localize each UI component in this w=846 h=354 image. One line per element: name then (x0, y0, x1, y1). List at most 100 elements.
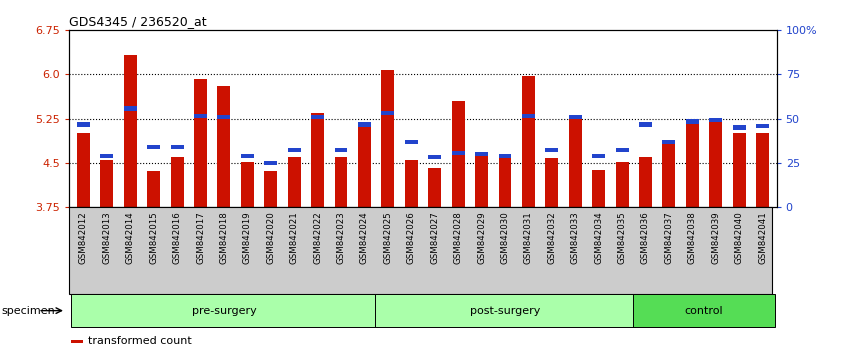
Text: specimen: specimen (2, 306, 55, 316)
Bar (616, 148, 629, 152)
Text: GSM842025: GSM842025 (383, 211, 393, 264)
Bar (264, 171, 277, 207)
Bar (264, 161, 277, 165)
Bar (569, 117, 582, 207)
Text: GSM842038: GSM842038 (688, 211, 697, 264)
Bar (194, 79, 207, 207)
Text: GSM842024: GSM842024 (360, 211, 369, 264)
Text: GSM842039: GSM842039 (711, 211, 720, 264)
Text: GSM842028: GSM842028 (453, 211, 463, 264)
Text: GSM842040: GSM842040 (734, 211, 744, 264)
Bar (633, 294, 776, 327)
Text: GSM842012: GSM842012 (79, 211, 88, 264)
Bar (452, 151, 464, 155)
Bar (616, 162, 629, 207)
Text: GSM842029: GSM842029 (477, 211, 486, 264)
Text: GSM842018: GSM842018 (219, 211, 228, 264)
Bar (77, 122, 90, 127)
Text: GSM842020: GSM842020 (266, 211, 275, 264)
Bar (709, 120, 722, 207)
Bar (241, 154, 254, 158)
Bar (592, 170, 605, 207)
Bar (405, 140, 418, 144)
Text: GSM842014: GSM842014 (126, 211, 135, 264)
Text: GSM842015: GSM842015 (149, 211, 158, 264)
Text: GSM842036: GSM842036 (641, 211, 650, 264)
Text: GSM842013: GSM842013 (102, 211, 112, 264)
Text: GSM842019: GSM842019 (243, 211, 252, 264)
Bar (522, 114, 535, 118)
Bar (709, 118, 722, 122)
Bar (375, 294, 635, 327)
Bar (686, 121, 699, 207)
Text: GSM842041: GSM842041 (758, 211, 767, 264)
Text: GDS4345 / 236520_at: GDS4345 / 236520_at (69, 15, 207, 28)
Bar (756, 133, 769, 207)
Bar (428, 167, 441, 207)
Bar (311, 113, 324, 207)
Bar (288, 148, 300, 152)
Bar (733, 125, 745, 130)
Bar (101, 154, 113, 158)
Bar (147, 145, 160, 149)
Bar (639, 157, 652, 207)
Bar (733, 133, 745, 207)
Text: GSM842032: GSM842032 (547, 211, 557, 264)
Bar (498, 154, 511, 158)
Text: GSM842030: GSM842030 (501, 211, 509, 264)
Text: GSM842027: GSM842027 (431, 211, 439, 264)
Bar (171, 157, 184, 207)
Bar (592, 154, 605, 158)
Bar (334, 157, 348, 207)
Bar (77, 133, 90, 207)
Text: GSM842037: GSM842037 (664, 211, 673, 264)
Text: pre-surgery: pre-surgery (191, 306, 256, 316)
Bar (686, 120, 699, 124)
Text: GSM842021: GSM842021 (289, 211, 299, 264)
Bar (124, 107, 137, 110)
Bar (569, 115, 582, 119)
Text: GSM842017: GSM842017 (196, 211, 205, 264)
Bar (70, 294, 377, 327)
Bar (101, 160, 113, 207)
Bar (546, 158, 558, 207)
Bar (382, 110, 394, 115)
Bar (405, 160, 418, 207)
Text: transformed count: transformed count (88, 336, 192, 347)
Bar (124, 56, 137, 207)
Bar (452, 101, 464, 207)
Text: GSM842026: GSM842026 (407, 211, 415, 264)
Bar (217, 115, 230, 119)
Bar (241, 162, 254, 207)
Text: GSM842016: GSM842016 (173, 211, 182, 264)
Bar (288, 157, 300, 207)
Text: control: control (684, 306, 723, 316)
Bar (334, 148, 348, 152)
Text: GSM842033: GSM842033 (571, 211, 580, 264)
Bar (662, 142, 675, 207)
Bar (498, 158, 511, 207)
Text: GSM842031: GSM842031 (524, 211, 533, 264)
Text: GSM842034: GSM842034 (594, 211, 603, 264)
Bar (546, 148, 558, 152)
Text: post-surgery: post-surgery (470, 306, 540, 316)
Bar (194, 114, 207, 118)
Bar (522, 76, 535, 207)
Bar (147, 171, 160, 207)
Bar (71, 340, 83, 343)
Bar (756, 124, 769, 128)
Bar (358, 122, 371, 127)
Bar (662, 140, 675, 144)
Bar (217, 86, 230, 207)
Bar (358, 121, 371, 207)
Text: GSM842022: GSM842022 (313, 211, 322, 264)
Text: GSM842023: GSM842023 (337, 211, 345, 264)
Bar (428, 155, 441, 159)
Bar (382, 70, 394, 207)
Bar (475, 154, 488, 207)
Bar (311, 115, 324, 119)
Text: GSM842035: GSM842035 (618, 211, 627, 264)
Bar (475, 152, 488, 156)
Bar (171, 145, 184, 149)
Bar (639, 122, 652, 127)
